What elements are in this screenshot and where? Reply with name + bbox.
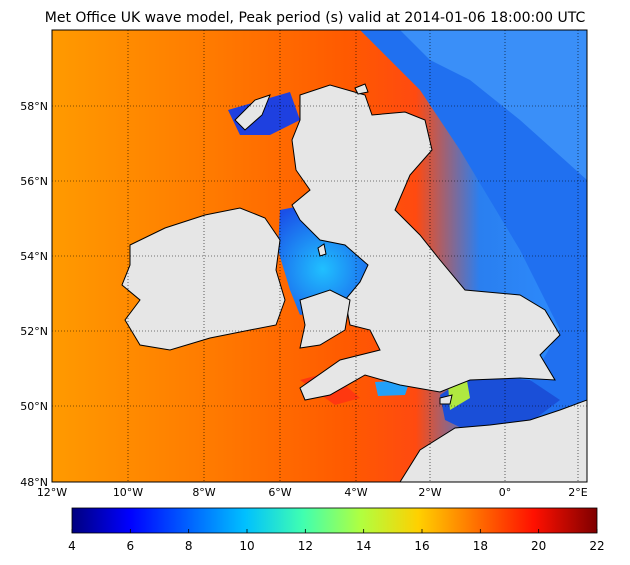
map-title: Met Office UK wave model, Peak period (s… — [44, 10, 586, 26]
map-frame — [51, 29, 588, 483]
colorbar-tick-label: 8 — [185, 539, 193, 553]
latitude-labels: 58°N 56°N 54°N 52°N 50°N 48°N — [20, 100, 48, 489]
wales-land — [299, 289, 351, 349]
colorbar-tick-label: 12 — [298, 539, 313, 553]
colorbar-tick-label: 14 — [356, 539, 371, 553]
ireland-land — [121, 207, 286, 351]
latitude-label: 56°N — [20, 175, 48, 188]
land-mass — [121, 83, 587, 482]
colorbar: 4 6 8 10 12 14 16 18 20 22 — [68, 507, 605, 553]
isle-of-man-land — [317, 243, 327, 257]
longitude-label: 10°W — [113, 486, 143, 499]
colorbar-tick-label: 20 — [531, 539, 546, 553]
latitude-label: 50°N — [20, 400, 48, 413]
colorbar-tick-label: 22 — [589, 539, 604, 553]
longitude-labels: 12°W 10°W 8°W 6°W 4°W 2°W 0° 2°E — [37, 486, 588, 499]
france-land — [399, 399, 587, 482]
colorbar-tick-label: 6 — [127, 539, 135, 553]
longitude-label: 2°W — [418, 486, 441, 499]
latitude-label: 48°N — [20, 476, 48, 489]
colorbar-ramp — [71, 507, 598, 534]
latitude-label: 52°N — [20, 325, 48, 338]
latitude-label: 54°N — [20, 250, 48, 263]
latitude-label: 58°N — [20, 100, 48, 113]
outer-hebrides-land — [234, 94, 271, 131]
longitude-label: 4°W — [344, 486, 367, 499]
colorbar-tick-label: 16 — [414, 539, 429, 553]
longitude-label: 2°E — [568, 486, 587, 499]
great-britain-land — [291, 84, 561, 401]
colorbar-tick-label: 10 — [239, 539, 254, 553]
colorbar-tick-label: 4 — [68, 539, 76, 553]
colorbar-tick-label: 18 — [473, 539, 488, 553]
colorbar-ticks: 4 6 8 10 12 14 16 18 20 22 — [68, 529, 605, 553]
longitude-label: 12°W — [37, 486, 67, 499]
longitude-label: 6°W — [268, 486, 291, 499]
graticule — [52, 30, 587, 482]
longitude-label: 8°W — [192, 486, 215, 499]
longitude-label: 0° — [499, 486, 512, 499]
